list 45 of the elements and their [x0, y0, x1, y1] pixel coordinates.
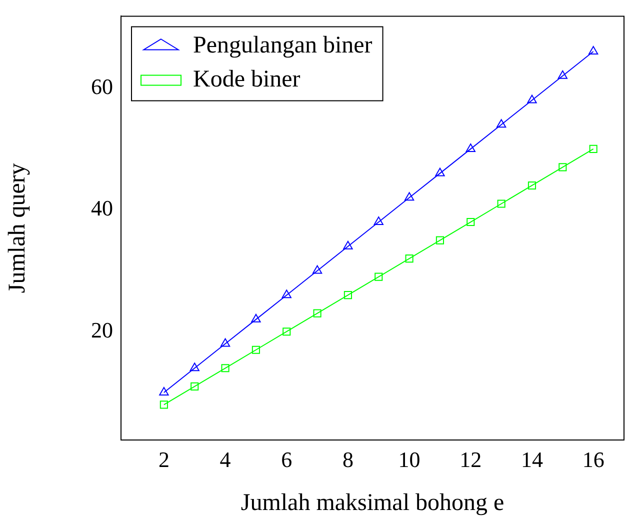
point	[435, 168, 445, 176]
point	[466, 143, 476, 152]
x-tick-label: 10	[398, 446, 420, 472]
point	[374, 272, 383, 281]
point	[190, 362, 200, 372]
point	[405, 254, 414, 263]
point	[528, 181, 536, 190]
point	[404, 192, 414, 201]
y-axis-title: Jumlah query	[4, 163, 31, 294]
y-tick-label: 60	[91, 74, 113, 99]
point	[466, 218, 475, 226]
point	[497, 200, 506, 208]
x-tick-label: 4	[220, 446, 231, 472]
x-axis-title: Jumlah maksimal bohong e	[240, 490, 504, 516]
point	[436, 236, 444, 244]
point	[496, 119, 506, 128]
point	[252, 346, 260, 354]
legend-label: Kode biner	[193, 66, 300, 92]
x-tick-label: 16	[582, 446, 604, 472]
point	[558, 70, 568, 79]
x-tick-label: 12	[460, 446, 482, 472]
point	[312, 265, 322, 274]
point	[282, 290, 292, 298]
point	[589, 144, 598, 153]
point	[190, 382, 199, 390]
point	[159, 387, 169, 396]
point	[343, 240, 353, 250]
point	[313, 309, 322, 318]
x-tick-label: 2	[158, 446, 170, 472]
point	[220, 338, 230, 347]
x-tick-label: 8	[342, 446, 354, 472]
legend-label: Pengulangan biner	[193, 32, 372, 58]
point	[282, 328, 291, 336]
point	[160, 400, 168, 409]
y-tick-label: 20	[91, 317, 113, 342]
point	[221, 364, 230, 372]
y-tick-label: 40	[91, 196, 113, 221]
point	[344, 291, 352, 300]
x-tick-label: 6	[281, 446, 292, 472]
point	[251, 314, 261, 322]
point	[527, 94, 537, 104]
point	[374, 216, 384, 226]
x-tick-label: 14	[520, 446, 543, 472]
point	[558, 163, 567, 172]
point	[588, 46, 598, 55]
